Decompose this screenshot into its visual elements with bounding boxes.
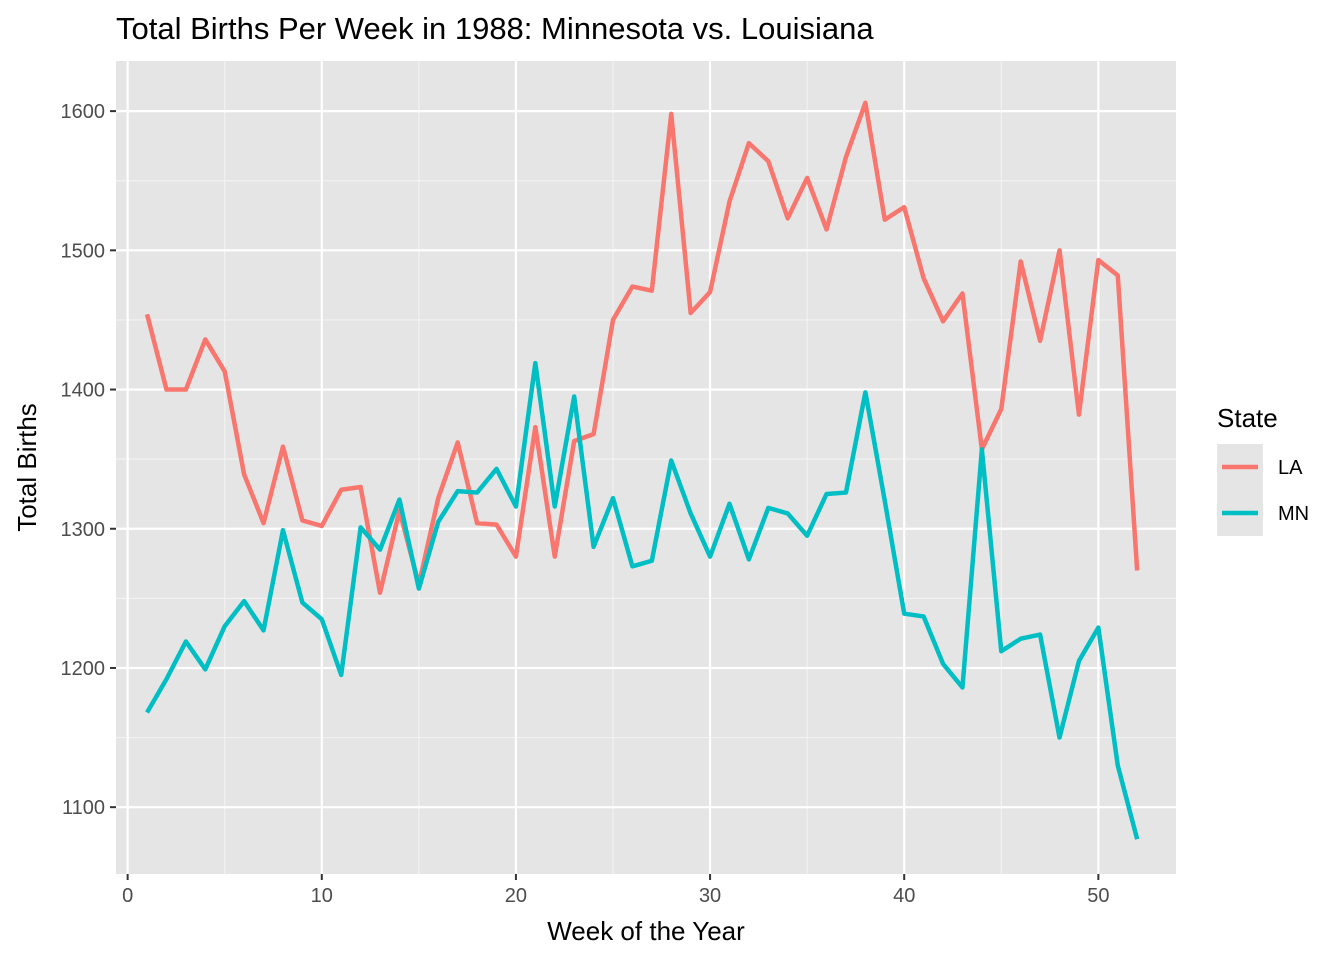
y-axis-title: Total Births bbox=[12, 403, 42, 532]
y-axis-ticks: 1100 1200 1300 1400 1500 1600 bbox=[61, 101, 116, 819]
legend-label-la: LA bbox=[1278, 457, 1303, 479]
x-tick-label: 30 bbox=[699, 885, 721, 907]
series-lines bbox=[144, 100, 1140, 840]
x-axis-title: Week of the Year bbox=[547, 916, 745, 946]
x-tick-label: 20 bbox=[505, 885, 527, 907]
y-tick-label: 1400 bbox=[61, 380, 106, 402]
legend-items: LA MN bbox=[1217, 444, 1309, 536]
x-tick-label: 0 bbox=[122, 885, 133, 907]
y-tick-label: 1100 bbox=[62, 797, 105, 819]
series-line-mn bbox=[145, 360, 1140, 840]
minor-gridlines bbox=[116, 61, 1176, 874]
x-axis-ticks: 0 10 20 30 40 50 bbox=[122, 874, 1109, 907]
major-gridlines bbox=[116, 61, 1176, 874]
legend-label-mn: MN bbox=[1278, 503, 1309, 525]
plot-panel bbox=[116, 61, 1176, 874]
y-tick-label: 1500 bbox=[61, 240, 106, 262]
x-tick-label: 50 bbox=[1087, 885, 1109, 907]
x-tick-label: 40 bbox=[893, 885, 915, 907]
x-tick-label: 10 bbox=[311, 885, 333, 907]
chart-title: Total Births Per Week in 1988: Minnesota… bbox=[116, 11, 874, 46]
y-tick-label: 1300 bbox=[61, 519, 106, 541]
legend-title: State bbox=[1217, 403, 1278, 433]
legend: State LA MN bbox=[1217, 403, 1309, 536]
y-tick-label: 1600 bbox=[61, 101, 106, 123]
y-tick-label: 1200 bbox=[61, 658, 106, 680]
series-line-la bbox=[144, 100, 1140, 596]
